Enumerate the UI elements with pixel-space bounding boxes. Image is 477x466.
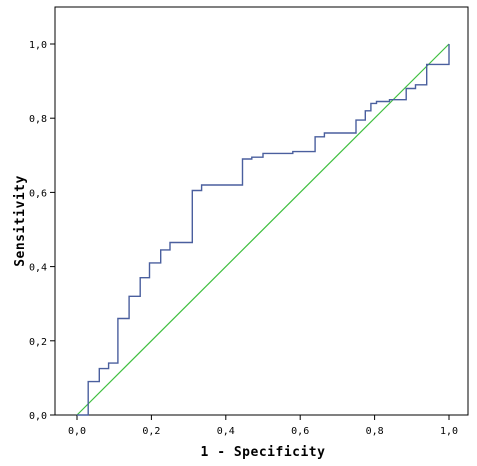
x-axis: 0,0 0,2 0,4 0,6 0,8 1,0 — [68, 415, 458, 437]
y-tick-label: 0,6 — [29, 188, 47, 199]
x-tick-label: 1,0 — [440, 426, 458, 437]
y-axis: 0,0 0,2 0,4 0,6 0,8 1,0 — [29, 40, 55, 422]
y-tick-label: 0,0 — [29, 411, 47, 422]
x-tick-label: 0,6 — [291, 426, 309, 437]
plot-frame — [54, 6, 469, 416]
x-axis-title: 1 - Specificity — [201, 445, 326, 460]
y-axis-title: Sensitivity — [13, 175, 28, 267]
x-tick-label: 0,2 — [142, 426, 160, 437]
y-tick-label: 1,0 — [29, 40, 47, 51]
x-tick-label: 0,4 — [217, 426, 235, 437]
y-tick-label: 0,2 — [29, 337, 47, 348]
series-layer — [76, 43, 450, 416]
roc-curve — [77, 44, 450, 416]
x-tick-label: 0,0 — [68, 426, 86, 437]
y-tick-label: 0,8 — [29, 114, 47, 125]
x-tick-label: 0,8 — [366, 426, 384, 437]
y-tick-label: 0,4 — [29, 263, 47, 274]
reference-line — [76, 43, 450, 416]
